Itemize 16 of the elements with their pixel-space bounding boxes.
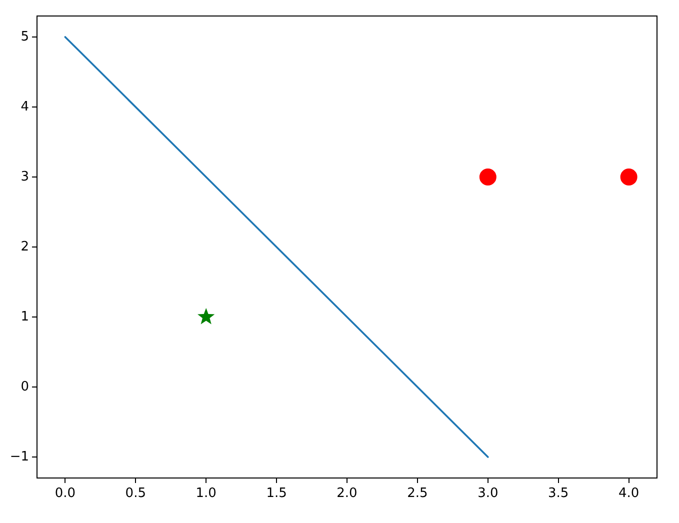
x-tick-label: 1.5 <box>266 486 287 502</box>
y-tick-label: 0 <box>20 379 29 394</box>
y-tick-label: 3 <box>20 169 29 184</box>
y-tick-label: 5 <box>20 29 29 44</box>
x-tick-label: 2.5 <box>407 486 428 502</box>
y-tick-label: 1 <box>20 309 29 324</box>
x-tick-label: 2.0 <box>336 486 358 502</box>
x-tick-label: 3.0 <box>478 486 498 502</box>
x-tick-label: 0.5 <box>125 486 146 502</box>
x-tick-label: 1.0 <box>196 486 216 502</box>
x-tick-label: 4.0 <box>618 486 640 502</box>
x-tick-label: 0.0 <box>54 486 76 502</box>
y-tick-label: 2 <box>20 239 29 254</box>
y-tick-label: −1 <box>10 449 29 464</box>
y-tick-label: 4 <box>20 99 29 114</box>
x-tick-label: 3.5 <box>548 486 569 502</box>
